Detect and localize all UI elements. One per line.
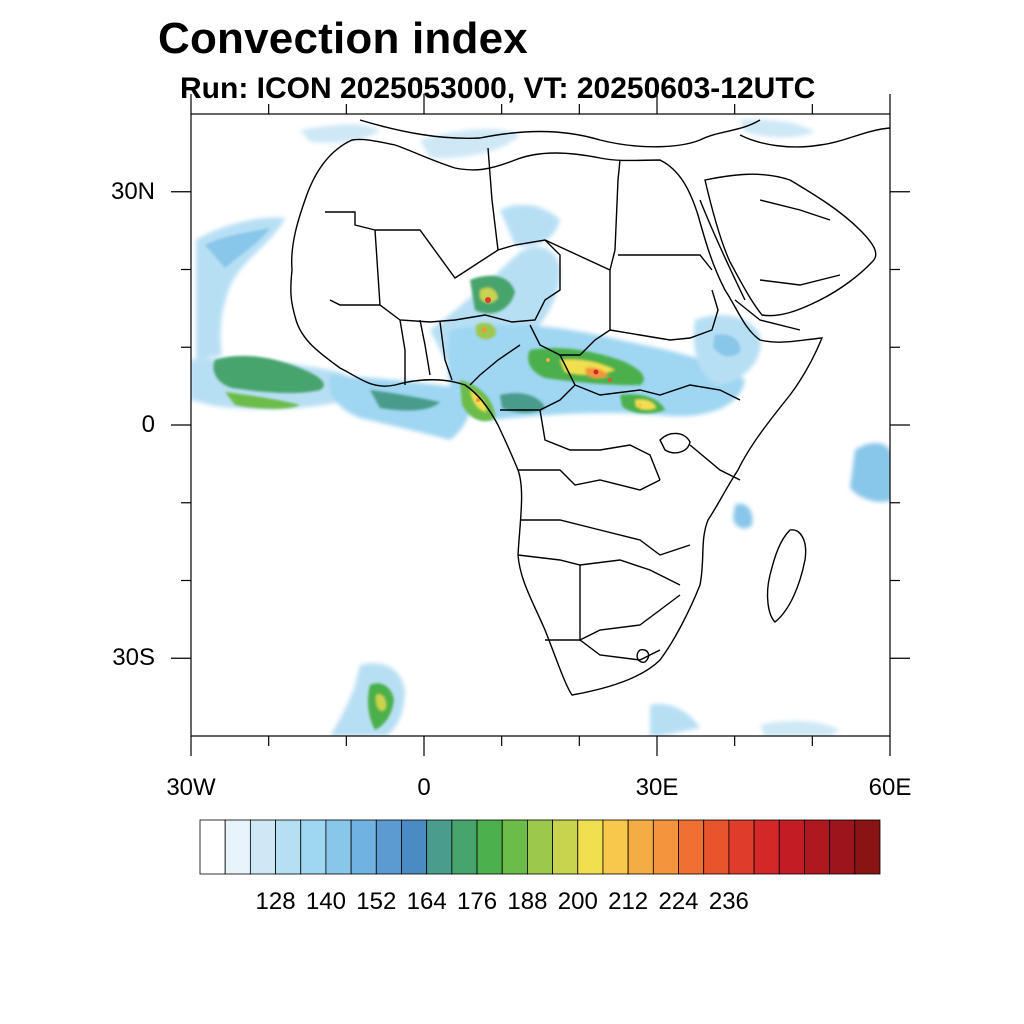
lon-tick-label: 30W	[166, 774, 216, 801]
convection-field	[191, 119, 890, 736]
lon-tick-label: 60E	[868, 774, 912, 801]
colorbar-swatch	[501, 819, 528, 875]
map-title: Convection index	[158, 14, 528, 63]
colorbar-swatch	[703, 819, 730, 875]
colorbar-label: 200	[557, 888, 598, 915]
colorbar-swatch	[753, 819, 780, 875]
colorbar-swatch	[552, 819, 579, 875]
colorbar-swatch	[577, 819, 604, 875]
lat-tick-label: 0	[141, 411, 155, 438]
colorbar-swatch	[678, 819, 705, 875]
colorbar-swatch	[401, 819, 428, 875]
colorbar-swatch	[854, 819, 881, 875]
colorbar-label: 152	[356, 888, 397, 915]
colorbar-swatch	[300, 819, 327, 875]
lon-tick-label: 0	[417, 774, 431, 801]
colorbar-label: 224	[658, 888, 699, 915]
colorbar-swatch	[476, 819, 503, 875]
axis-ticks	[171, 94, 910, 756]
colorbar-swatch	[375, 819, 402, 875]
colorbar-swatch	[804, 819, 831, 875]
colorbar-swatch	[325, 819, 352, 875]
lat-tick-label: 30N	[110, 177, 155, 205]
colorbar-label: 212	[608, 888, 649, 915]
colorbar-swatch	[199, 819, 226, 875]
convection-low-layer	[191, 119, 890, 736]
colorbar-swatch	[652, 819, 679, 875]
colorbar-label: 176	[457, 888, 498, 915]
lon-tick-label: 30E	[635, 774, 679, 801]
lat-tick-label: 30S	[112, 644, 155, 672]
colorbar	[199, 819, 881, 875]
convection-hotspots	[476, 297, 642, 407]
colorbar-swatch	[829, 819, 856, 875]
colorbar-swatch	[249, 819, 276, 875]
map-frame	[190, 113, 891, 737]
colorbar-label: 236	[708, 888, 749, 915]
map-subtitle: Run: ICON 2025053000, VT: 20250603-12UTC	[180, 72, 816, 105]
coastlines-borders	[290, 119, 890, 696]
colorbar-swatch	[728, 819, 755, 875]
colorbar-swatch	[451, 819, 478, 875]
colorbar-label: 140	[305, 888, 346, 915]
colorbar-swatch	[778, 819, 805, 875]
colorbar-swatch	[527, 819, 553, 875]
colorbar-swatch	[426, 819, 453, 875]
colorbar-swatch	[627, 819, 654, 875]
colorbar-swatch	[602, 819, 629, 875]
colorbar-swatch	[224, 819, 251, 875]
colorbar-swatch	[275, 819, 302, 875]
colorbar-label: 164	[406, 888, 447, 915]
colorbar-label: 188	[507, 888, 548, 915]
colorbar-swatch	[350, 819, 377, 875]
colorbar-label: 128	[255, 888, 296, 915]
